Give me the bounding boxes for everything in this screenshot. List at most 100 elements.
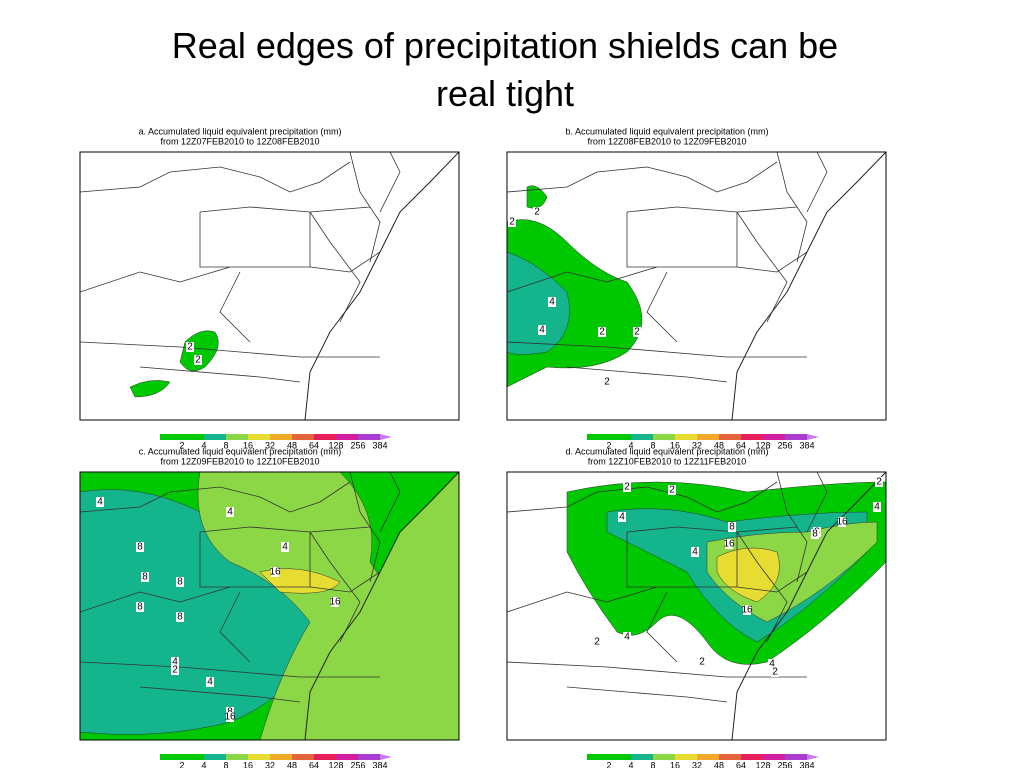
map-body: 22 xyxy=(80,152,459,420)
contour-label-bg xyxy=(623,632,631,642)
slide-title: Real edges of precipitation shields can … xyxy=(172,25,838,114)
contour-label: 4 xyxy=(207,677,213,688)
colorbar-segment xyxy=(653,434,675,440)
contour-label: 16 xyxy=(269,567,281,578)
coastline xyxy=(731,152,886,420)
colorbar-segment xyxy=(675,754,697,760)
colorbar-label: 256 xyxy=(350,760,365,768)
colorbar-segment xyxy=(785,754,807,760)
colorbar-segment xyxy=(763,754,785,760)
contour-label-bg xyxy=(728,522,736,532)
map-frame xyxy=(79,471,460,741)
state-borders xyxy=(507,472,828,703)
contour-label-bg xyxy=(771,667,779,677)
contour-label: 2 xyxy=(599,327,605,338)
colorbar-segment xyxy=(182,754,204,760)
contour-label-bg xyxy=(281,542,289,552)
contour-label-bg xyxy=(743,605,751,615)
contour-label: 8 xyxy=(729,522,735,533)
coastline xyxy=(731,472,886,740)
colorbar-segment xyxy=(697,754,719,760)
contour-label: 4 xyxy=(624,632,630,643)
contour-label-bg xyxy=(136,602,144,612)
contour-label-bg xyxy=(96,497,104,507)
contour-label: 16 xyxy=(741,605,753,616)
colorbar-label: 256 xyxy=(350,440,365,450)
colorbar-label: 32 xyxy=(265,760,275,768)
contour-label-bg xyxy=(598,327,606,337)
contour-label-bg xyxy=(768,659,776,669)
contour-label-bg xyxy=(271,567,279,577)
contour-label: 4 xyxy=(549,297,555,308)
contour-label-bg xyxy=(508,217,516,227)
contour-label: 2 xyxy=(187,342,193,353)
colorbar-label: 4 xyxy=(201,760,206,768)
contour-label-bg xyxy=(136,542,144,552)
colorbar-label: 4 xyxy=(201,440,206,450)
colorbar-label: 48 xyxy=(714,440,724,450)
colorbar-segment xyxy=(314,434,336,440)
contour-label-bg xyxy=(633,327,641,337)
contour-label-bg xyxy=(176,612,184,622)
state-borders xyxy=(80,152,401,383)
contour-label-bg xyxy=(171,665,179,675)
colorbar-label: 32 xyxy=(692,440,702,450)
map-body: 22481648164216824224 xyxy=(507,472,886,740)
contour-label: 2 xyxy=(509,217,515,228)
contour-label-bg xyxy=(538,325,546,335)
contour-label-bg xyxy=(623,482,631,492)
colorbar-label: 128 xyxy=(328,760,343,768)
state-borders xyxy=(507,152,828,383)
contour-label: 8 xyxy=(137,602,143,613)
contour-label-bg xyxy=(226,712,234,722)
contour-label: 4 xyxy=(172,657,178,668)
colorbar-label: 32 xyxy=(265,440,275,450)
map-bg xyxy=(80,152,459,420)
colorbar-label: 2 xyxy=(179,760,184,768)
colorbar-segment xyxy=(336,434,358,440)
colorbar-segment xyxy=(697,434,719,440)
colorbar-segment xyxy=(380,434,392,440)
colorbar-label: 16 xyxy=(670,760,680,768)
panel-title: c. Accumulated liquid equivalent precipi… xyxy=(139,446,342,456)
contour-label: 2 xyxy=(772,667,778,678)
contour-label: 4 xyxy=(874,502,880,513)
contour-label: 8 xyxy=(812,529,818,540)
precip-area xyxy=(507,251,570,355)
colorbar-label: 8 xyxy=(650,760,655,768)
colorbar-label: 16 xyxy=(243,440,253,450)
colorbar-label: 384 xyxy=(372,760,387,768)
contour-label: 4 xyxy=(692,547,698,558)
contour-label-bg xyxy=(668,485,676,495)
contour-label-bg xyxy=(194,355,202,365)
map: 22 xyxy=(79,151,460,421)
colorbar-label: 2 xyxy=(606,760,611,768)
contour-label-bg xyxy=(875,477,883,487)
colorbar-label: 384 xyxy=(799,760,814,768)
colorbar-segment xyxy=(631,754,653,760)
contour-label-bg xyxy=(725,539,733,549)
contour-label-bg xyxy=(533,207,541,217)
colorbar-label: 8 xyxy=(223,760,228,768)
panel-subtitle: from 12Z08FEB2010 to 12Z09FEB2010 xyxy=(587,136,746,146)
colorbar-label: 4 xyxy=(628,440,633,450)
colorbar-segment xyxy=(587,434,609,440)
contour-label-bg xyxy=(141,572,149,582)
colorbar-segment xyxy=(358,754,380,760)
colorbar-label: 8 xyxy=(650,440,655,450)
panel-subtitle: from 12Z07FEB2010 to 12Z08FEB2010 xyxy=(160,136,319,146)
contour-label: 16 xyxy=(723,539,735,550)
contour-label: 4 xyxy=(539,325,545,336)
contour-label: 8 xyxy=(137,542,143,553)
colorbar-segment xyxy=(160,434,182,440)
colorbar-label: 2 xyxy=(606,440,611,450)
contour-label: 4 xyxy=(97,497,103,508)
colorbar-segment xyxy=(292,754,314,760)
map-frame xyxy=(506,471,887,741)
contour-label: 8 xyxy=(177,612,183,623)
colorbar-label: 128 xyxy=(755,440,770,450)
colorbar-segment xyxy=(270,434,292,440)
colorbar-segment xyxy=(741,434,763,440)
contour-label-bg xyxy=(873,502,881,512)
